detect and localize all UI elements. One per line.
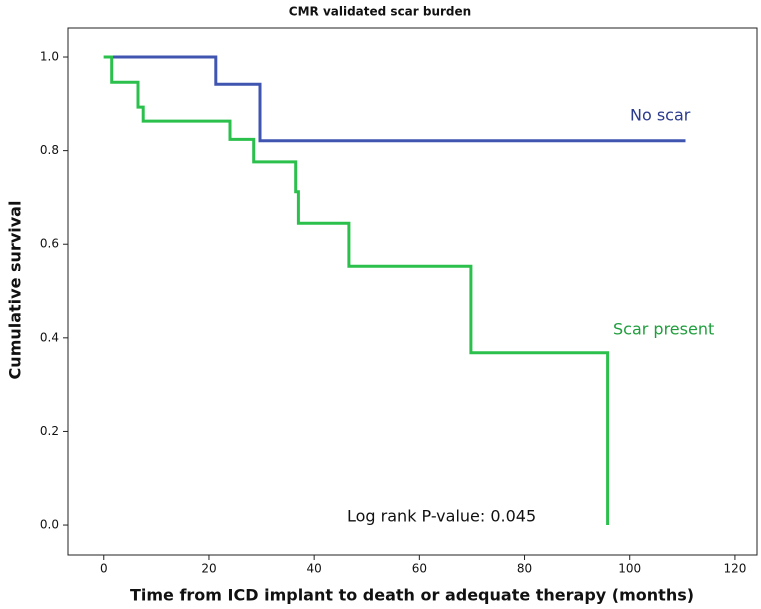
annotation: No scar (630, 106, 691, 125)
x-tick-label: 100 (618, 562, 641, 576)
x-axis-label: Time from ICD implant to death or adequa… (130, 586, 694, 605)
x-tick-label: 0 (100, 562, 108, 576)
x-tick-label: 60 (412, 562, 427, 576)
chart-title: CMR validated scar burden (289, 5, 471, 19)
x-tick-label: 80 (517, 562, 532, 576)
x-tick-label: 40 (307, 562, 322, 576)
y-tick-label: 1.0 (40, 50, 59, 64)
y-tick-label: 0.2 (40, 424, 59, 438)
x-tick-label: 120 (723, 562, 746, 576)
y-tick-label: 0.6 (40, 237, 59, 251)
x-tick-label: 20 (201, 562, 216, 576)
y-axis-label: Cumulative survival (6, 201, 25, 380)
y-tick-label: 0.4 (40, 330, 59, 344)
y-tick-label: 0.8 (40, 143, 59, 157)
y-tick-label: 0.0 (40, 518, 59, 532)
survival-curve (103, 55, 686, 143)
annotation: Scar present (613, 320, 714, 339)
annotation: Log rank P-value: 0.045 (347, 507, 536, 526)
plot-frame (67, 27, 758, 556)
survival-curve (103, 55, 610, 525)
